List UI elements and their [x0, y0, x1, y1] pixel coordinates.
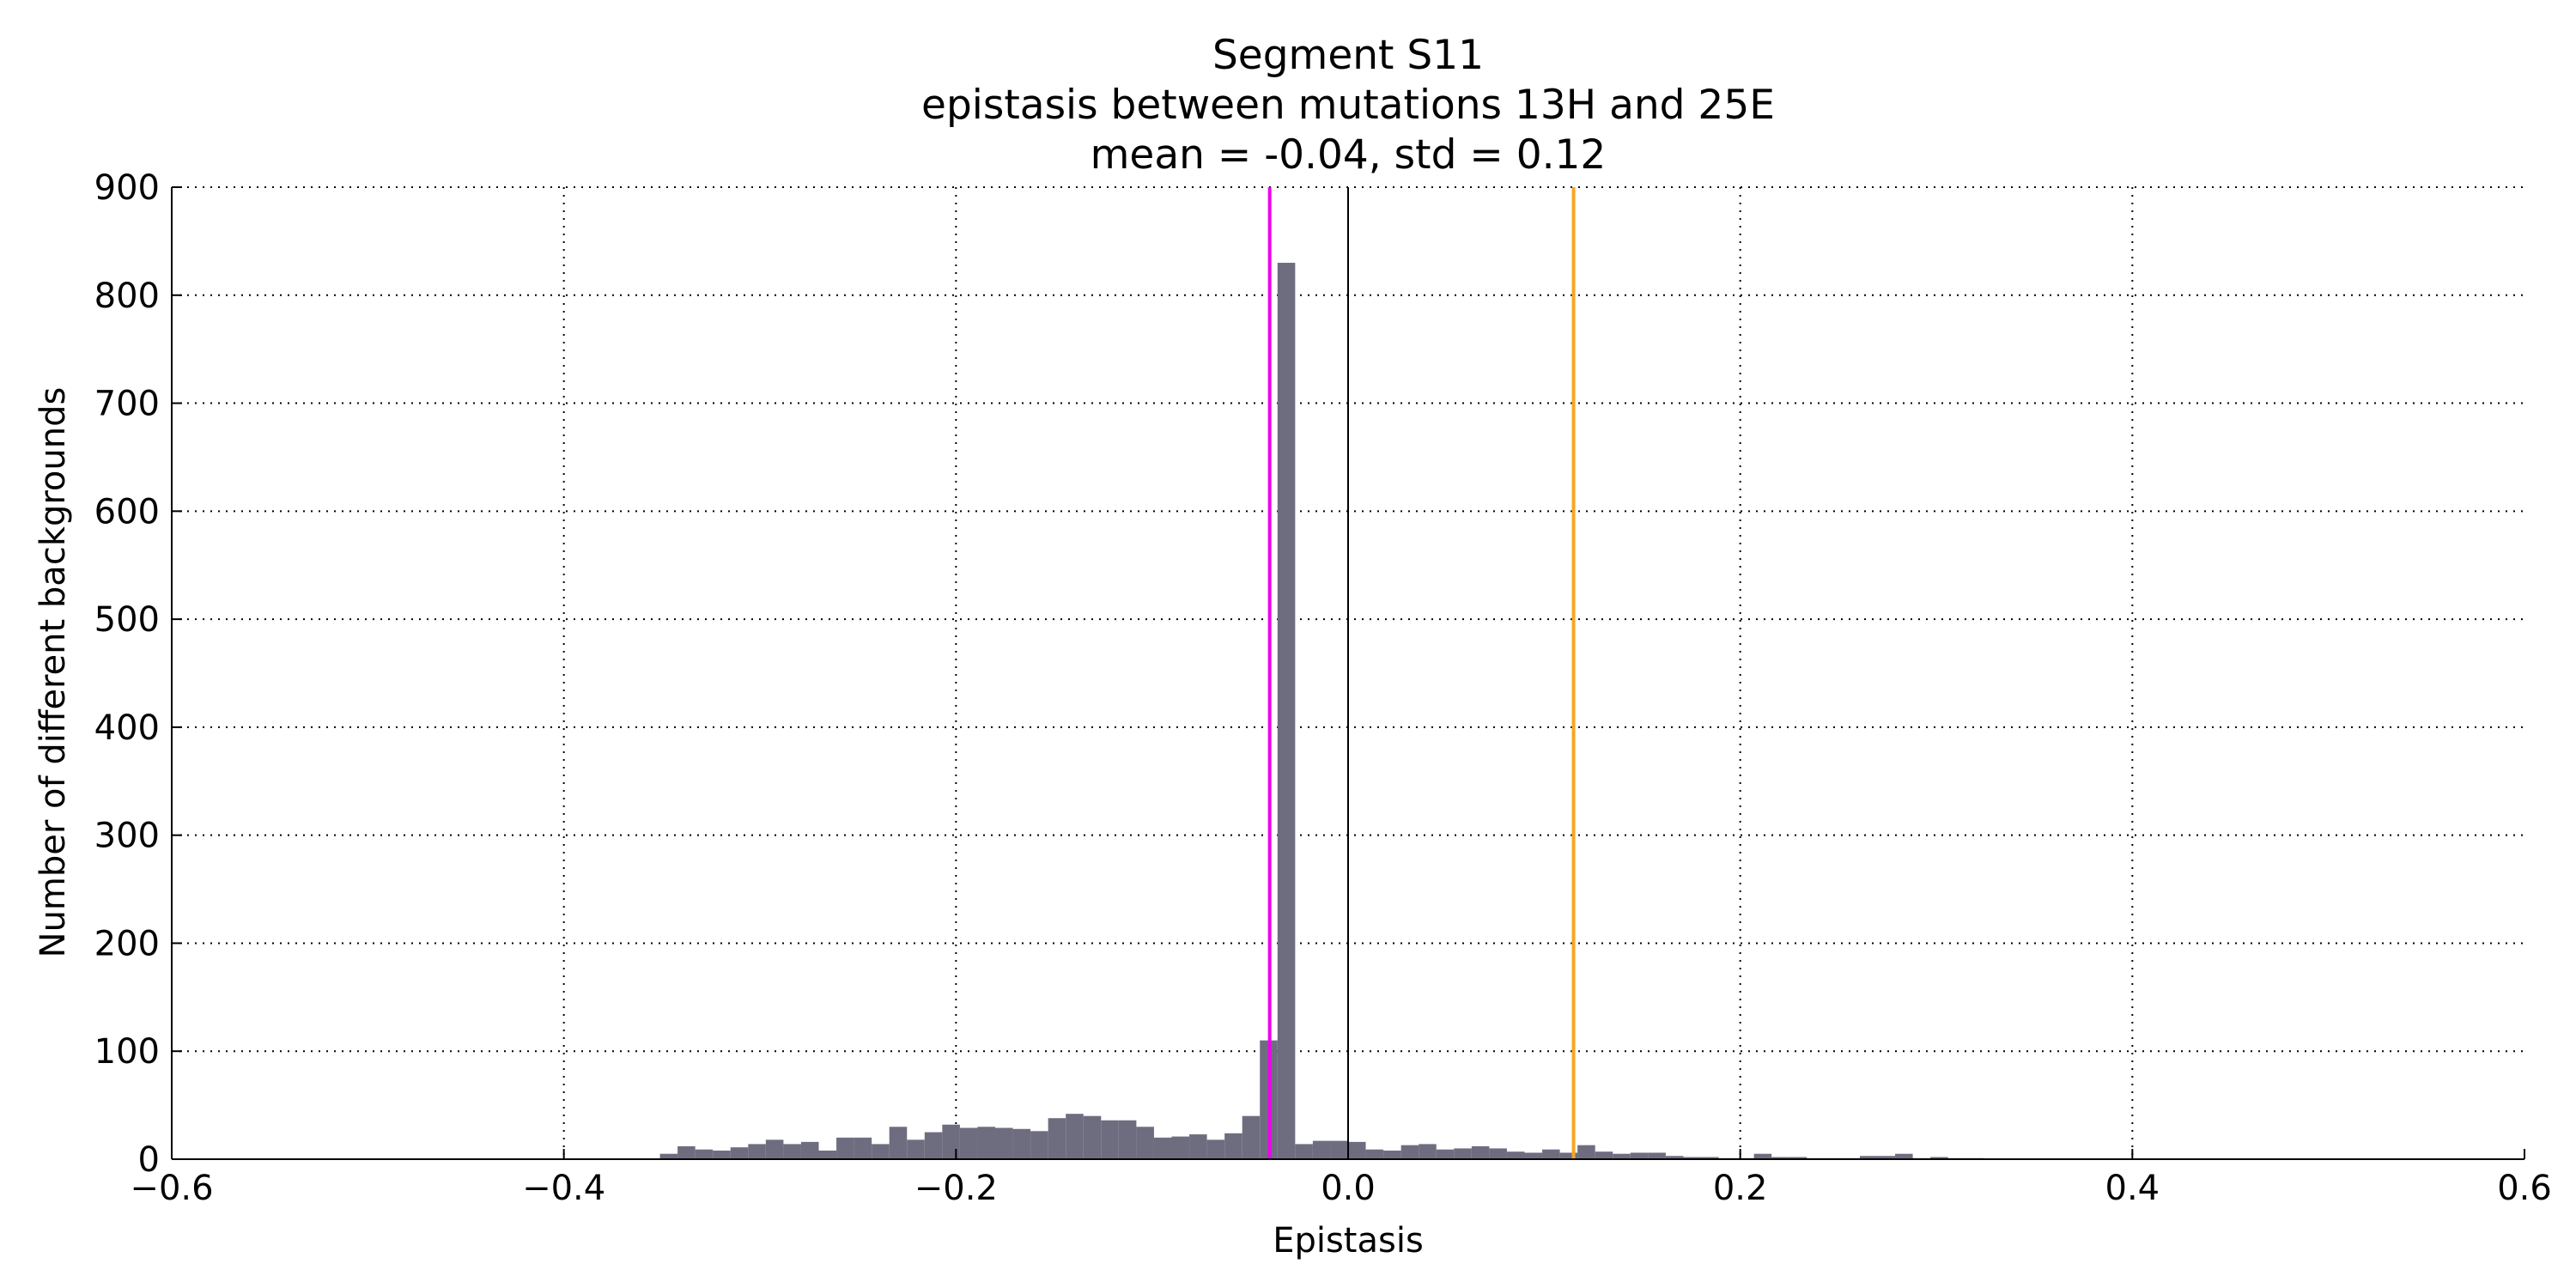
histogram-bar [1012, 1128, 1031, 1159]
axes [171, 186, 2525, 1160]
histogram-bars [659, 263, 1984, 1159]
histogram-bar [977, 1127, 995, 1159]
histogram-bar [959, 1127, 978, 1159]
histogram-bar [1454, 1148, 1472, 1159]
histogram-bar [1859, 1156, 1878, 1159]
histogram-bar [1101, 1120, 1119, 1159]
histogram-bar [889, 1127, 908, 1159]
histogram-bar [1683, 1157, 1701, 1159]
histogram-bar [1753, 1153, 1772, 1159]
y-tick-label: 200 [94, 924, 160, 963]
histogram-bar [1577, 1145, 1595, 1159]
histogram-bar [1648, 1152, 1666, 1159]
histogram-bar [1559, 1152, 1578, 1159]
histogram-bar [1471, 1145, 1490, 1159]
x-tick-label: −0.6 [130, 1169, 213, 1208]
histogram-bar [1383, 1150, 1401, 1159]
histogram-bar [1595, 1151, 1613, 1159]
histogram-bar [924, 1132, 943, 1159]
x-tick-label: 0.0 [1321, 1169, 1376, 1208]
histogram-bar [1206, 1139, 1225, 1159]
reference-lines [1267, 187, 1576, 1159]
histogram-bar [1083, 1115, 1102, 1159]
histogram-bar [1400, 1145, 1419, 1159]
histogram-bar [1277, 263, 1296, 1159]
histogram-bar [1506, 1151, 1525, 1159]
y-tick-label: 0 [138, 1140, 160, 1180]
histogram-bar [1242, 1115, 1261, 1159]
histogram-bar [1153, 1137, 1172, 1159]
y-tick-label: 900 [94, 168, 160, 208]
x-tick-label: 0.2 [1713, 1169, 1768, 1208]
x-tick-label: −0.4 [522, 1169, 605, 1208]
histogram-bar [1048, 1118, 1066, 1159]
x-tick-label: 0.6 [2497, 1169, 2552, 1208]
histogram-bar [730, 1147, 749, 1159]
histogram-bar [872, 1144, 890, 1159]
histogram-bar [783, 1144, 801, 1159]
chart-title-line-3: mean = -0.04, std = 0.12 [1090, 131, 1607, 179]
histogram-bar [818, 1150, 837, 1159]
histogram-bar [677, 1145, 696, 1159]
histogram-bar [1365, 1149, 1384, 1159]
y-tick-label: 400 [94, 708, 160, 748]
x-tick-label: 0.4 [2105, 1169, 2160, 1208]
histogram-bar [1771, 1157, 1789, 1159]
x-tick-label: −0.2 [914, 1169, 998, 1208]
histogram-bar [1895, 1153, 1913, 1159]
y-tick-label: 300 [94, 817, 160, 856]
histogram-bar [713, 1150, 731, 1159]
x-axis-label: Epistasis [1273, 1221, 1424, 1261]
histogram-bar [854, 1137, 872, 1159]
tick-labels: −0.6 −0.4 −0.2 0.0 0.2 0.4 0.6 0 100 200 300 400 500… [94, 168, 2552, 1208]
histogram-bar [1171, 1136, 1190, 1159]
histogram-bar [1419, 1144, 1437, 1159]
histogram-bar [695, 1149, 714, 1159]
histogram-bar [1630, 1152, 1649, 1159]
histogram-bar [1701, 1157, 1719, 1159]
histogram-bar [1877, 1156, 1896, 1159]
histogram-bar [1542, 1149, 1560, 1159]
histogram-bar [836, 1137, 854, 1159]
histogram-bar [1066, 1114, 1084, 1159]
histogram-bar [1665, 1156, 1684, 1159]
histogram-bar [1312, 1140, 1331, 1159]
histogram-bar [659, 1153, 678, 1159]
histogram-bar [995, 1127, 1013, 1159]
y-tick-label: 600 [94, 492, 160, 532]
chart-title-line-2: epistasis between mutations 13H and 25E [921, 82, 1775, 129]
histogram-bar [942, 1124, 960, 1159]
histogram-bar [907, 1139, 925, 1159]
histogram-bar [1330, 1140, 1348, 1159]
y-tick-label: 700 [94, 385, 160, 424]
histogram-bar [1118, 1120, 1137, 1159]
chart-title: Segment S11 epistasis between mutations … [172, 31, 2524, 180]
histogram-bar [1136, 1127, 1154, 1159]
y-tick-label: 500 [94, 600, 160, 640]
histogram-bar [765, 1139, 784, 1159]
histogram-bar [1348, 1141, 1366, 1159]
y-tick-label: 100 [94, 1032, 160, 1072]
histogram-bar [1489, 1148, 1507, 1159]
histogram-bar [1930, 1157, 1948, 1159]
histogram-bar [1613, 1153, 1631, 1159]
y-tick-label: 800 [94, 276, 160, 316]
chart-title-line-1: Segment S11 [1212, 32, 1485, 79]
histogram-bar [1224, 1133, 1242, 1159]
histogram-bar [1524, 1152, 1543, 1159]
histogram-bar [1295, 1144, 1313, 1159]
histogram-bar [1189, 1134, 1207, 1159]
histogram-bar [800, 1141, 819, 1159]
histogram-bar [1789, 1157, 1807, 1159]
histogram-bar [1030, 1131, 1048, 1159]
y-axis-label: Number of different backgrounds [33, 386, 73, 958]
histogram-bar [1436, 1149, 1455, 1159]
histogram-bar [748, 1144, 766, 1159]
